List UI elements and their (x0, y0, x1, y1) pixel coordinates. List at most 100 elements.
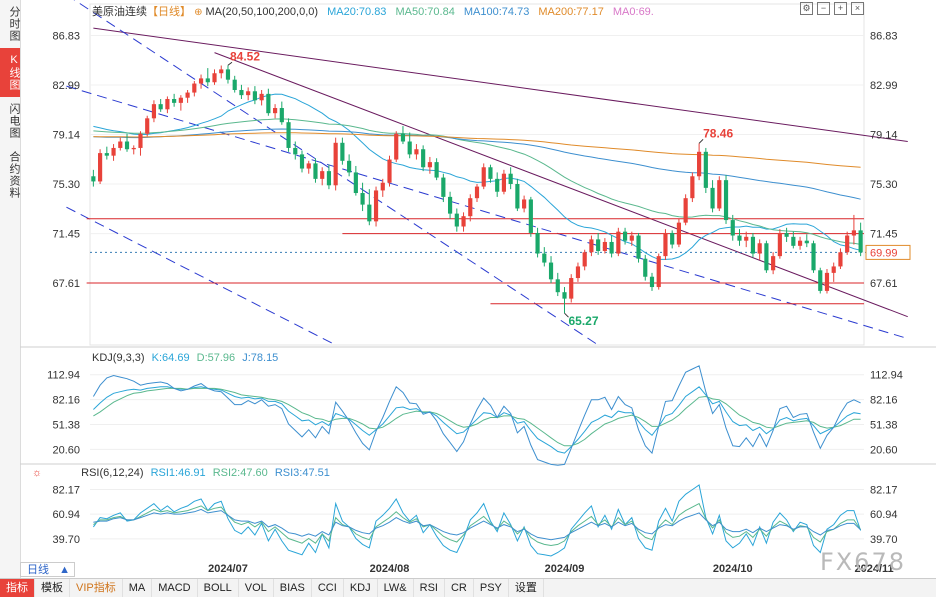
price-tick-left: 86.83 (52, 31, 80, 43)
bottom-tab-11[interactable]: RSI (414, 579, 445, 597)
candle-body (219, 69, 224, 74)
price-tick-left: 79.14 (52, 130, 80, 142)
high2-marker (698, 138, 704, 144)
rsi3-value: RSI3:47.51 (274, 467, 330, 479)
left-tab-0[interactable]: 分时图 (8, 6, 20, 42)
bottom-tab-3[interactable]: MA (123, 579, 153, 597)
candle-body (710, 187, 715, 209)
candle-body (333, 142, 338, 186)
ma100-line (93, 128, 861, 200)
candle-body (124, 141, 130, 150)
candle-body (569, 278, 574, 299)
x-tick-label: 2024/11 (855, 563, 894, 575)
candle-body (717, 180, 722, 209)
plus-icon[interactable]: + (834, 2, 847, 15)
candle-body (172, 99, 177, 103)
rsi-rsi2-line (93, 502, 862, 547)
candle-body (145, 118, 150, 134)
candle-body (198, 78, 204, 84)
candle-body (676, 222, 681, 245)
kdj-k-line (93, 386, 861, 454)
candle-body (239, 89, 244, 96)
candle-body (643, 258, 648, 277)
candle-body (326, 171, 332, 186)
low-annotation: 65.27 (568, 314, 598, 328)
bottom-tab-14[interactable]: 设置 (509, 579, 544, 597)
candle-body (771, 256, 776, 271)
candle-body (421, 149, 426, 168)
rsi-rsi1-line (92, 484, 862, 557)
price-tick-right: 75.30 (870, 179, 898, 191)
rsi-tick-left: 60.94 (52, 509, 80, 521)
bottom-tab-5[interactable]: BOLL (198, 579, 239, 597)
bottom-tab-8[interactable]: CCI (312, 579, 344, 597)
candle-body (461, 216, 466, 227)
plus-circle-icon[interactable]: ⊕ (194, 7, 203, 18)
ma20-value: MA20:70.83 (327, 6, 387, 18)
bottom-tab-13[interactable]: PSY (474, 579, 509, 597)
ma-params: MA(20,50,100,200,0,0) (205, 6, 319, 18)
candle-body (286, 122, 291, 148)
candle-body (602, 241, 607, 251)
candle-body (165, 99, 170, 110)
candle-body (447, 196, 453, 214)
ma50-line (93, 118, 861, 245)
rsi2-value: RSI2:47.60 (212, 467, 268, 479)
kdj-tick-right: 20.60 (870, 444, 898, 456)
trendline (66, 85, 908, 340)
rsi-rsi3-line (93, 508, 861, 541)
candle-body (118, 141, 123, 148)
candle-body (528, 199, 533, 233)
left-tab-1[interactable]: K线图 (0, 48, 20, 97)
candle-body (488, 167, 493, 179)
candle-body (427, 162, 432, 168)
bottom-tab-7[interactable]: BIAS (274, 579, 312, 597)
candle-body (831, 266, 836, 273)
price-tick-left: 67.61 (52, 278, 80, 290)
bottom-tab-10[interactable]: LW& (378, 579, 414, 597)
candle-body (353, 172, 358, 194)
close-icon[interactable]: × (851, 2, 864, 15)
x-tick-label: 2024/08 (370, 563, 410, 575)
rsi-tick-right: 82.17 (870, 484, 898, 496)
bottom-tab-4[interactable]: MACD (152, 579, 198, 597)
bottom-tab-2[interactable]: VIP指标 (70, 579, 123, 597)
current-price-badge (865, 244, 911, 260)
candle-body (811, 243, 816, 271)
left-tab-3[interactable]: 合约资料 (8, 151, 20, 199)
candle-body (522, 199, 527, 209)
bottom-tab-12[interactable]: CR (445, 579, 474, 597)
period-selector[interactable]: 日线 ▲ (20, 562, 75, 577)
candle-body (858, 230, 863, 253)
left-tab-2[interactable]: 闪电图 (8, 103, 20, 139)
ma200-line (93, 132, 861, 168)
candle-body (764, 243, 769, 271)
candle-body (535, 232, 540, 254)
candle-body (656, 256, 661, 288)
bottom-tab-6[interactable]: VOL (239, 579, 274, 597)
minus-icon[interactable]: − (817, 2, 830, 15)
candle-body (851, 230, 856, 236)
candle-body (818, 270, 823, 291)
high-marker (227, 61, 233, 66)
kdj-k-value: K:64.69 (151, 352, 190, 364)
candle-body (481, 167, 486, 187)
candle-body (158, 104, 163, 110)
candle-body (246, 91, 251, 96)
candle-body (185, 92, 190, 98)
candle-body (360, 193, 365, 205)
watermark-logo: FX678 (819, 548, 906, 576)
left-tab-bar: 分时图 K线图闪电图合约资料 (0, 0, 21, 578)
rsi-label: RSI(6,12,24) (81, 467, 144, 479)
bottom-tab-0[interactable]: 指标 (0, 579, 35, 597)
candle-body (347, 160, 352, 173)
candle-body (98, 153, 103, 182)
bottom-tab-9[interactable]: KDJ (344, 579, 378, 597)
sun-icon[interactable]: ☼ (32, 467, 43, 479)
candle-body (804, 240, 809, 244)
ma200-value: MA200:77.17 (538, 6, 604, 18)
candle-body (723, 180, 729, 221)
triangle-up-icon: ▲ (59, 564, 70, 576)
settings-icon[interactable]: ⚙ (800, 2, 813, 15)
bottom-tab-1[interactable]: 模板 (35, 579, 70, 597)
